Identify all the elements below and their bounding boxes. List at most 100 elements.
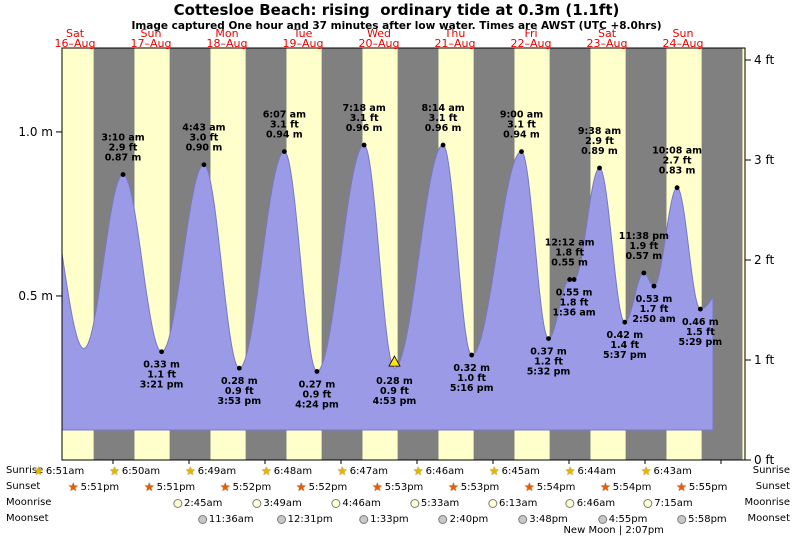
low-tide-label: 0.32 m (453, 363, 490, 374)
moonrise-icon (565, 498, 575, 508)
high-tide-label: 12:12 am (545, 238, 595, 249)
page-subtitle: Image captured One hour and 37 minutes a… (131, 20, 662, 32)
moonrise-entry: 6:13am (488, 496, 537, 510)
day-label-date: 20–Aug (359, 37, 400, 50)
low-tide-label: 1.7 ft (640, 304, 669, 315)
low-tide-label: 0.53 m (636, 294, 673, 305)
moon-phase-text: New Moon | 2:07pm (563, 525, 664, 536)
sunrise-time: 6:50am (121, 465, 161, 477)
high-tide-label: 3.1 ft (270, 120, 299, 131)
sunrise-entry: ★ 6:43am (641, 464, 692, 478)
high-tide-label: 8:14 am (421, 103, 464, 114)
moonset-time: 4:55pm (608, 513, 648, 525)
moonset-time: 12:31pm (287, 513, 333, 525)
tide-extreme-dot (651, 283, 657, 289)
tide-extreme-dot (440, 142, 446, 148)
high-tide-label: 0.89 m (581, 146, 618, 157)
moonrise-time: 5:33am (420, 497, 460, 509)
sunrise-entry: ★ 6:44am (565, 464, 616, 478)
moonrise-time: 6:46am (576, 497, 616, 509)
day-label-date: 23–Aug (587, 37, 628, 50)
low-tide-label: 0.33 m (143, 360, 180, 371)
sunset-entry: ★ 5:53pm (448, 480, 499, 494)
low-tide-label: 1:36 am (552, 308, 595, 319)
sunset-entry: ★ 5:53pm (372, 480, 423, 494)
high-tide-label: 0.94 m (266, 130, 303, 141)
tide-extreme-dot (597, 165, 602, 171)
tide-extreme-dot (281, 149, 287, 155)
moonset-time: 11:36am (208, 513, 254, 525)
right-axis-label: 0 ft (754, 453, 774, 467)
high-tide-label: 9:00 am (500, 110, 543, 121)
tide-extreme-dot (622, 319, 628, 325)
high-tide-label: 0.94 m (503, 130, 540, 141)
sunset-star-icon: ★ (676, 480, 687, 494)
moon-phase-label: New Moon | 2:07pm (563, 524, 663, 537)
low-tide-label: 4:53 pm (373, 396, 417, 407)
sunset-star-icon: ★ (524, 480, 535, 494)
low-tide-label: 0.46 m (682, 317, 719, 328)
sunrise-time: 6:44am (577, 465, 616, 477)
sunrise-time: 6:48am (273, 465, 313, 477)
sunrise-star-icon: ★ (564, 464, 576, 478)
high-tide-label: 3.1 ft (507, 120, 536, 131)
low-tide-label: 4:24 pm (295, 399, 339, 410)
sunset-time: 5:52pm (232, 481, 272, 493)
day-label-date: 21–Aug (435, 37, 476, 50)
moonset-entry: 12:31pm (276, 512, 333, 526)
sunset-entry: ★ 5:52pm (220, 480, 271, 494)
low-tide-label: 0.27 m (299, 379, 336, 390)
sunrise-time: 6:43am (653, 465, 692, 477)
moonrise-icon (409, 498, 419, 508)
low-tide-label: 0.9 ft (380, 386, 409, 397)
high-tide-label: 2.9 ft (585, 136, 614, 147)
high-tide-label: 3.1 ft (350, 113, 379, 124)
sunset-time: 5:51pm (80, 481, 120, 493)
astro-row-label-moonset: Moonset (6, 513, 49, 524)
sunset-entry: ★ 5:55pm (676, 480, 727, 494)
moonset-icon (677, 514, 687, 524)
day-label-dow: Tue (293, 27, 313, 40)
low-tide-label: 1.5 ft (686, 327, 715, 338)
moonset-entry: 2:40pm (438, 512, 488, 526)
astro-row-label-moonrise: Moonrise (6, 497, 52, 508)
left-axis-label: 0.5 m (18, 289, 53, 303)
sunrise-star-icon: ★ (33, 464, 44, 478)
low-tide-label: 1.2 ft (534, 357, 563, 368)
tide-extreme-dot (567, 277, 573, 282)
low-tide-label: 0.55 m (556, 288, 593, 299)
sunset-time: 5:55pm (688, 481, 728, 493)
sunset-entry: ★ 5:52pm (296, 480, 347, 494)
sunrise-entry: ★ 6:47am (337, 464, 388, 478)
moonset-time: 5:58pm (688, 513, 727, 525)
sunrise-star-icon: ★ (412, 464, 424, 478)
moonset-icon (276, 514, 286, 524)
low-tide-label: 0.28 m (221, 376, 258, 387)
day-label-dow: Mon (215, 27, 238, 40)
day-label-dow: Wed (367, 27, 391, 40)
high-tide-label: 2.9 ft (109, 143, 138, 154)
sunrise-star-icon: ★ (336, 464, 348, 478)
sunrise-star-icon: ★ (260, 464, 272, 478)
moonrise-time: 4:46am (342, 497, 381, 509)
high-tide-label: 3.1 ft (429, 113, 458, 124)
sunset-star-icon: ★ (219, 480, 231, 494)
low-tide-label: 0.9 ft (225, 386, 254, 397)
tide-extreme-dot (236, 365, 242, 371)
moonset-entry: 1:33pm (359, 512, 409, 526)
sunset-entry: ★ 5:54pm (524, 480, 575, 494)
tide-extreme-dot (571, 277, 577, 282)
low-tide-label: 2:50 am (632, 314, 675, 325)
low-tide-label: 5:29 pm (679, 337, 723, 348)
day-label-dow: Fri (524, 27, 537, 40)
right-axis-label: 4 ft (754, 53, 774, 67)
astro-row-label-moonset-right: Moonset (747, 513, 791, 524)
moonrise-icon (488, 498, 498, 508)
right-axis-label: 2 ft (754, 253, 774, 267)
moonset-entry: 4:55pm (597, 512, 648, 526)
tide-curve-area (62, 144, 714, 431)
sunset-star-icon: ★ (67, 480, 79, 494)
sunrise-time: 6:45am (501, 465, 540, 477)
sunset-star-icon: ★ (143, 480, 155, 494)
